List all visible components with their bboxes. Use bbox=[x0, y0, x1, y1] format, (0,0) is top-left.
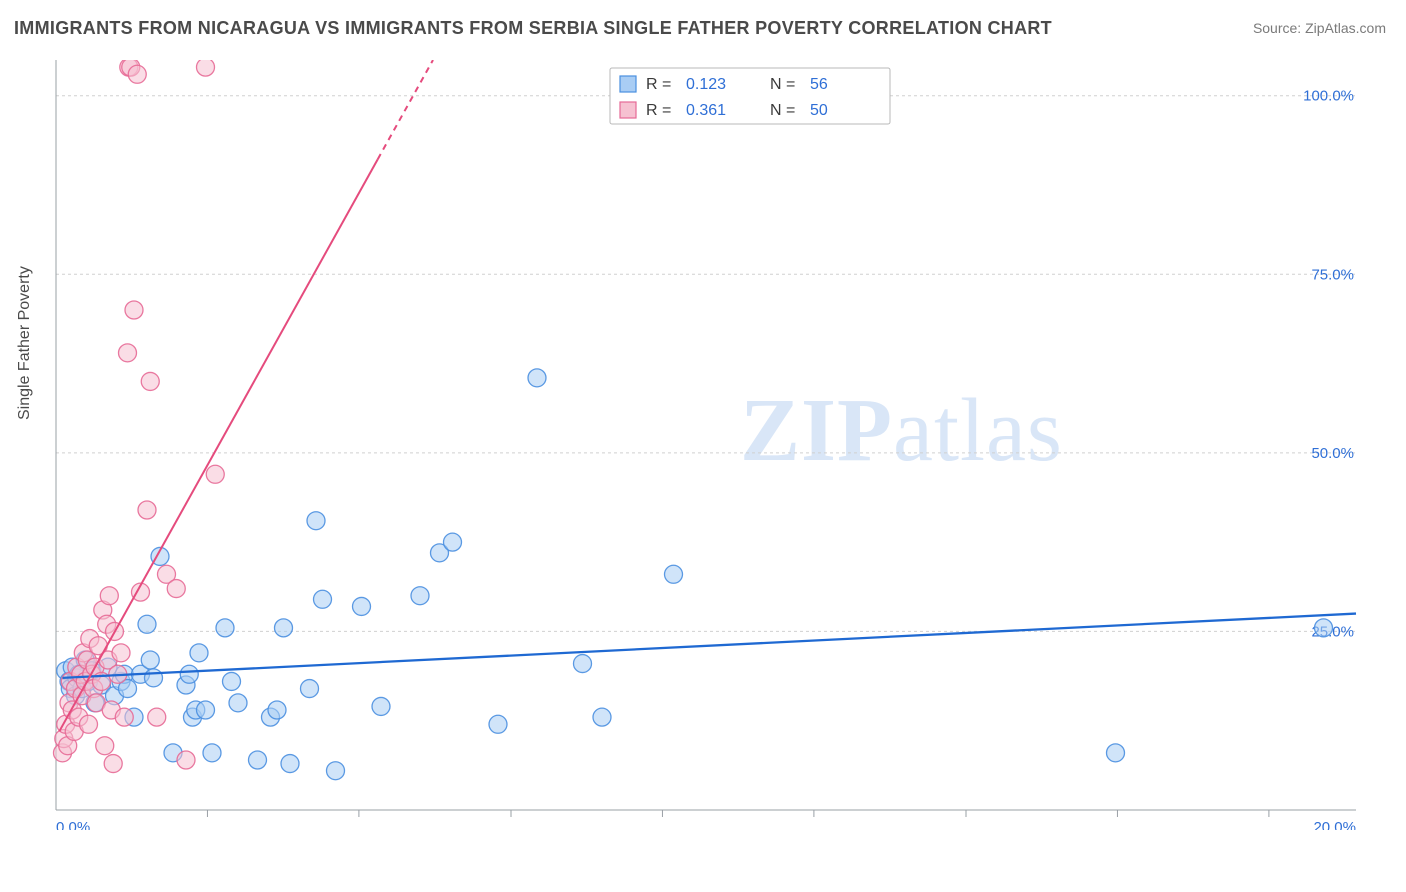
legend-swatch bbox=[620, 102, 636, 118]
legend-n-label: N = bbox=[770, 76, 795, 93]
watermark: ZIPatlas bbox=[740, 381, 1063, 480]
legend-swatch bbox=[620, 76, 636, 92]
scatter-point bbox=[206, 465, 224, 483]
scatter-point bbox=[528, 369, 546, 387]
trend-line-dashed bbox=[378, 60, 433, 159]
scatter-point bbox=[268, 701, 286, 719]
scatter-point bbox=[100, 587, 118, 605]
scatter-point bbox=[249, 751, 267, 769]
scatter-point bbox=[80, 715, 98, 733]
scatter-point bbox=[119, 344, 137, 362]
scatter-point bbox=[1107, 744, 1125, 762]
scatter-point bbox=[281, 755, 299, 773]
y-axis-label: Single Father Poverty bbox=[16, 266, 34, 420]
scatter-point bbox=[574, 655, 592, 673]
legend-r-value: 0.361 bbox=[686, 102, 726, 119]
scatter-point bbox=[190, 644, 208, 662]
chart-svg: ZIPatlas25.0%50.0%75.0%100.0%0.0%20.0%R … bbox=[50, 60, 1360, 830]
legend-n-label: N = bbox=[770, 102, 795, 119]
scatter-point bbox=[125, 301, 143, 319]
scatter-point bbox=[593, 708, 611, 726]
chart-plot-area: ZIPatlas25.0%50.0%75.0%100.0%0.0%20.0%R … bbox=[50, 60, 1360, 830]
scatter-point bbox=[314, 590, 332, 608]
scatter-point bbox=[180, 665, 198, 683]
scatter-point bbox=[128, 65, 146, 83]
scatter-point bbox=[203, 744, 221, 762]
scatter-point bbox=[229, 694, 247, 712]
source-label: Source: ZipAtlas.com bbox=[1253, 20, 1386, 36]
legend-r-value: 0.123 bbox=[686, 76, 726, 93]
scatter-point bbox=[353, 597, 371, 615]
scatter-point bbox=[138, 615, 156, 633]
y-tick-label: 50.0% bbox=[1311, 445, 1354, 462]
scatter-point bbox=[327, 762, 345, 780]
scatter-point bbox=[301, 680, 319, 698]
legend-n-value: 56 bbox=[810, 76, 828, 93]
trend-line bbox=[63, 614, 1357, 678]
y-tick-label: 100.0% bbox=[1303, 88, 1354, 105]
scatter-point bbox=[96, 737, 114, 755]
scatter-point bbox=[307, 512, 325, 530]
scatter-point bbox=[148, 708, 166, 726]
scatter-point bbox=[444, 533, 462, 551]
scatter-point bbox=[167, 580, 185, 598]
scatter-point bbox=[665, 565, 683, 583]
scatter-point bbox=[104, 755, 122, 773]
scatter-point bbox=[489, 715, 507, 733]
scatter-point bbox=[141, 372, 159, 390]
scatter-point bbox=[275, 619, 293, 637]
scatter-point bbox=[177, 751, 195, 769]
scatter-point bbox=[197, 60, 215, 76]
scatter-point bbox=[216, 619, 234, 637]
chart-title: IMMIGRANTS FROM NICARAGUA VS IMMIGRANTS … bbox=[14, 18, 1052, 39]
y-tick-label: 75.0% bbox=[1311, 266, 1354, 283]
x-tick-label: 20.0% bbox=[1313, 819, 1356, 830]
scatter-point bbox=[112, 644, 130, 662]
scatter-point bbox=[141, 651, 159, 669]
legend-r-label: R = bbox=[646, 76, 671, 93]
legend-r-label: R = bbox=[646, 102, 671, 119]
scatter-point bbox=[138, 501, 156, 519]
scatter-point bbox=[372, 697, 390, 715]
legend-n-value: 50 bbox=[810, 102, 828, 119]
scatter-point bbox=[197, 701, 215, 719]
scatter-point bbox=[223, 672, 241, 690]
scatter-point bbox=[1315, 619, 1333, 637]
scatter-point bbox=[115, 708, 133, 726]
x-tick-label: 0.0% bbox=[56, 819, 90, 830]
scatter-point bbox=[145, 669, 163, 687]
scatter-point bbox=[411, 587, 429, 605]
trend-line bbox=[59, 159, 378, 731]
